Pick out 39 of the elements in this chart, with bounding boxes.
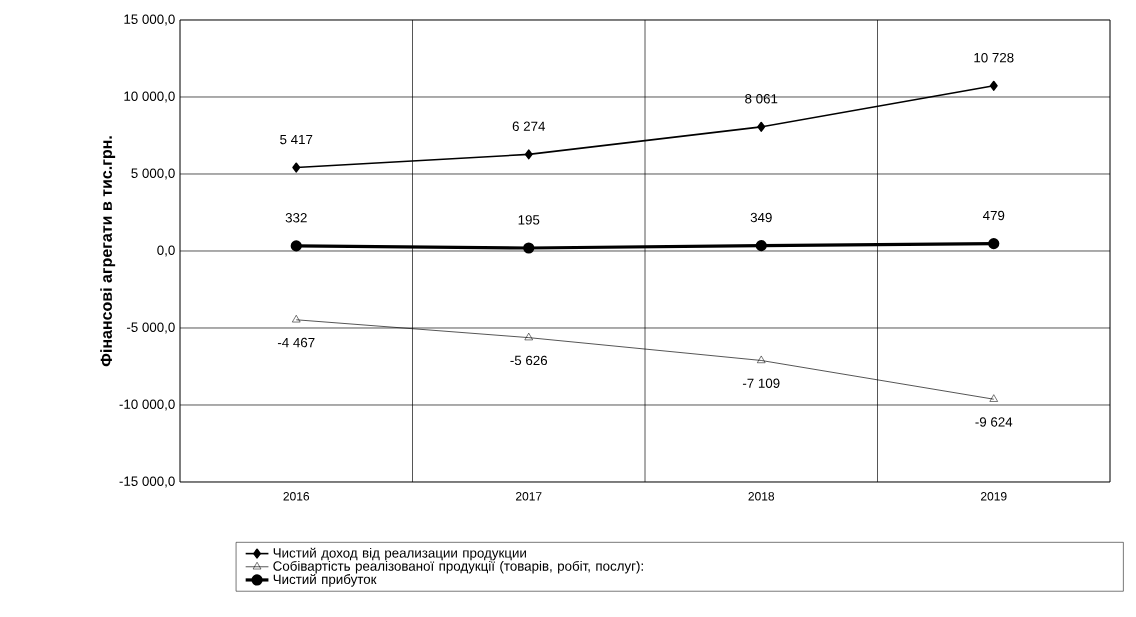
data-label: -5 626 xyxy=(510,355,548,365)
point xyxy=(989,80,998,91)
data-label: -9 624 xyxy=(975,417,1013,427)
x-tick-label: 2019 xyxy=(981,491,1007,501)
y-tick-label: -10 000,0 xyxy=(119,399,175,411)
data-label: 349 xyxy=(750,212,772,223)
x-tick-label: 2016 xyxy=(283,491,310,501)
x-tick-label: 2018 xyxy=(748,491,775,501)
point xyxy=(292,162,301,173)
data-label: 479 xyxy=(982,210,1005,221)
data-label: -4 467 xyxy=(277,337,315,348)
y-tick-label: -15 000,0 xyxy=(119,476,175,488)
data-label: 8 061 xyxy=(745,93,778,104)
legend-label: Чистий доход від реализации продукции xyxy=(273,547,526,561)
point xyxy=(755,239,767,252)
y-tick-label: 0,0 xyxy=(157,245,175,257)
data-label: -7 109 xyxy=(742,378,780,388)
data-label: 5 417 xyxy=(280,134,313,145)
point xyxy=(290,240,302,252)
data-label: 10 728 xyxy=(974,52,1014,63)
point xyxy=(524,149,533,160)
point xyxy=(292,314,301,323)
point xyxy=(757,121,766,132)
point xyxy=(523,242,535,254)
data-label: 332 xyxy=(285,212,307,223)
x-tick-label: 2017 xyxy=(516,491,542,501)
legend-label: Собівартість реалізованої продукції (товарів, робіт, послуг): xyxy=(273,560,643,574)
data-label: 6 274 xyxy=(512,121,546,131)
y-tick-label: 10 000,0 xyxy=(124,91,175,103)
point xyxy=(989,394,998,402)
point xyxy=(988,237,1000,250)
legend-label: Чистий прибуток xyxy=(273,573,377,587)
point xyxy=(757,355,766,363)
y-tick-label: 5 000,0 xyxy=(131,168,175,180)
y-tick-label: -5 000,0 xyxy=(126,322,175,334)
y-tick-label: 15 000,0 xyxy=(124,14,175,26)
y-axis-title: Фінансові агрегати в тис.грн. xyxy=(100,136,116,367)
data-label: 195 xyxy=(518,215,540,225)
point xyxy=(524,332,533,341)
